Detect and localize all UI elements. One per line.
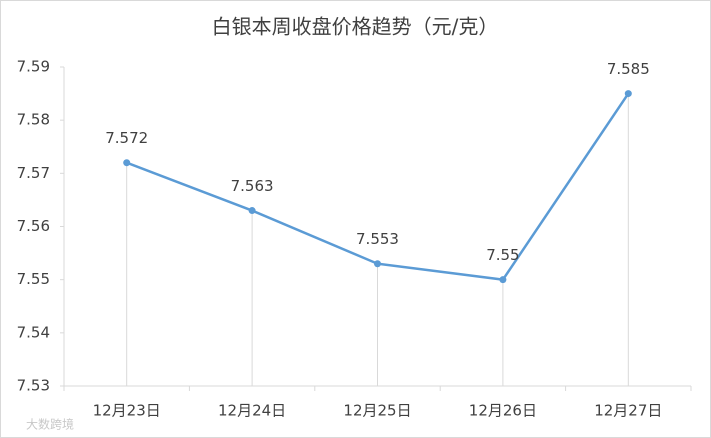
data-point	[624, 90, 632, 98]
x-tick-label: 12月25日	[343, 402, 411, 420]
data-label: 7.553	[356, 230, 399, 248]
data-point	[499, 276, 507, 284]
y-tick-label: 7.53	[17, 377, 50, 395]
y-tick-label: 7.56	[17, 217, 50, 235]
x-tick-label: 12月23日	[93, 402, 161, 420]
x-tick-label: 12月26日	[469, 402, 537, 420]
y-tick-label: 7.54	[17, 323, 50, 341]
data-label: 7.585	[607, 60, 650, 78]
data-point	[374, 260, 381, 268]
y-tick-label: 7.57	[17, 164, 50, 182]
x-tick-label: 12月27日	[594, 402, 662, 420]
y-tick-label: 7.58	[17, 111, 50, 129]
data-label: 7.55	[486, 246, 519, 264]
y-tick-label: 7.59	[17, 58, 50, 76]
x-tick-label: 12月24日	[218, 402, 286, 420]
data-point	[248, 207, 256, 215]
chart-title: 白银本周收盘价格趋势（元/克）	[212, 15, 499, 39]
data-label: 7.572	[105, 129, 148, 147]
data-label: 7.563	[231, 177, 274, 195]
watermark: 大数跨境	[26, 417, 74, 432]
data-point	[123, 159, 131, 167]
y-tick-label: 7.55	[17, 270, 50, 288]
